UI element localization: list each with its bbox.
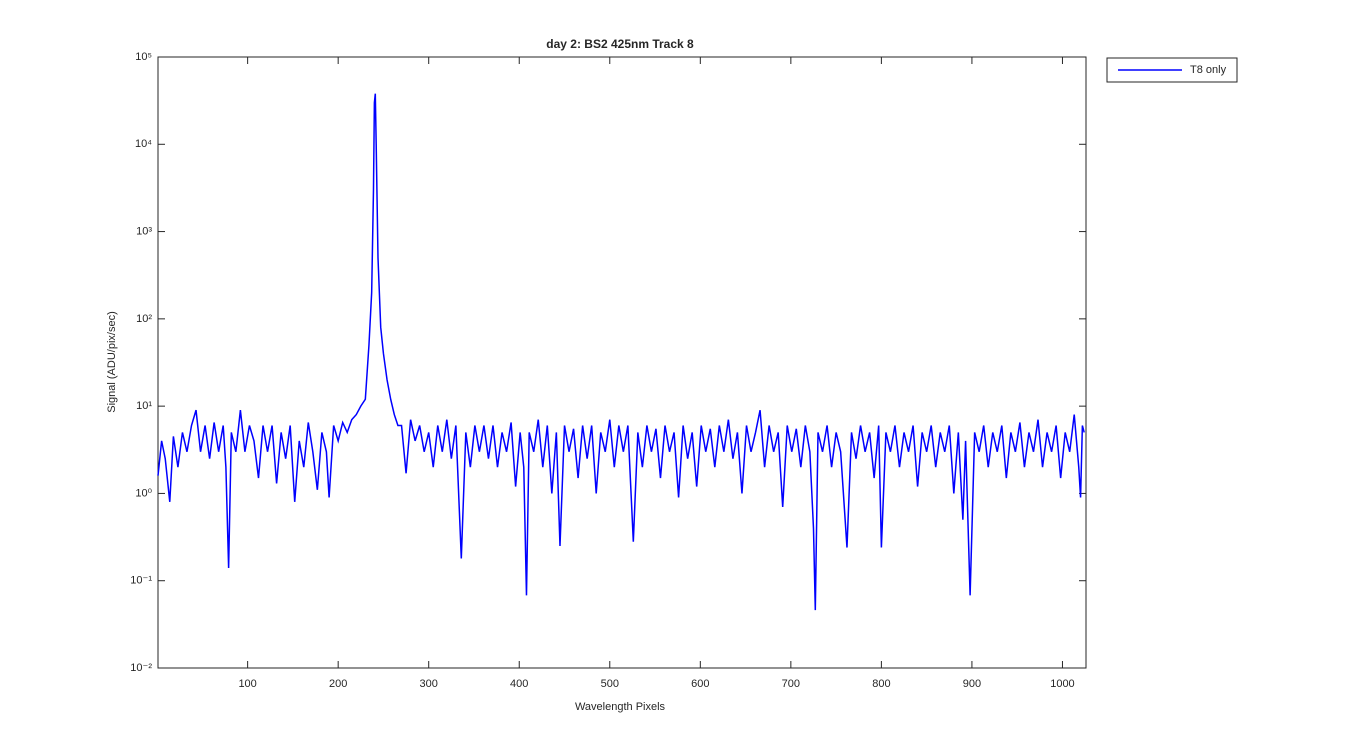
y-tick-label: 10⁴ [135, 138, 152, 150]
plot-box [157, 56, 1087, 669]
y-tick-label: 10⁻² [130, 662, 152, 674]
chart-title: day 2: BS2 425nm Track 8 [546, 37, 694, 51]
x-tick-label: 300 [420, 678, 438, 690]
x-tick-label: 600 [691, 678, 709, 690]
y-tick-label: 10⁰ [135, 487, 152, 499]
x-tick-label: 200 [329, 678, 347, 690]
y-tick-label: 10⁻¹ [130, 575, 152, 587]
x-tick-label: 700 [782, 678, 800, 690]
x-axis-label: Wavelength Pixels [575, 701, 666, 713]
x-tick-label: 500 [601, 678, 619, 690]
x-tick-label: 900 [963, 678, 981, 690]
x-tick-label: 400 [510, 678, 528, 690]
y-tick-label: 10¹ [136, 400, 152, 412]
y-tick-label: 10³ [136, 225, 152, 237]
data-line [157, 93, 1085, 611]
x-tick-label: 100 [238, 678, 256, 690]
x-tick-label: 1000 [1050, 678, 1074, 690]
y-tick-label: 10² [136, 313, 152, 325]
y-tick-label: 10⁵ [135, 51, 152, 63]
legend-box [1106, 57, 1238, 83]
x-tick-label: 800 [872, 678, 890, 690]
legend-label: T8 only [1190, 64, 1227, 76]
y-axis-label: Signal (ADU/pix/sec) [106, 311, 118, 412]
